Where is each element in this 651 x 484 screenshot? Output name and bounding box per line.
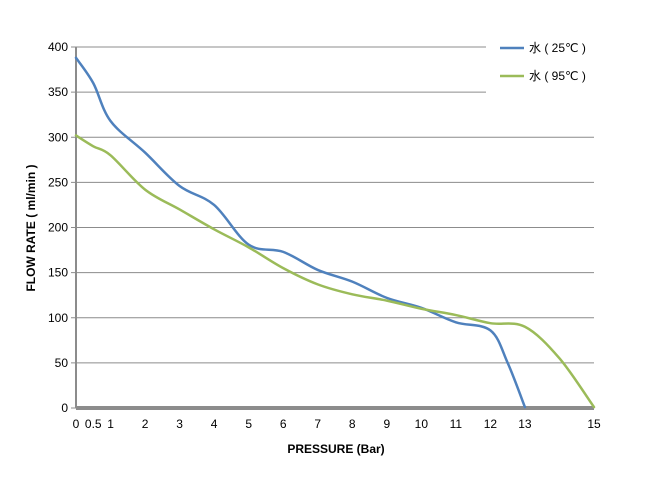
x-tick-label: 5	[245, 417, 252, 431]
x-tick-label: 15	[587, 417, 601, 431]
x-tick-label: 10	[415, 417, 429, 431]
x-tick-label: 2	[142, 417, 149, 431]
x-tick-label: 7	[314, 417, 321, 431]
legend-label-1: 水 ( 25℃ )	[529, 41, 586, 55]
y-tick-label: 0	[61, 401, 68, 415]
y-tick-label: 50	[55, 356, 69, 370]
axes	[71, 46, 594, 410]
legend: 水 ( 25℃ ) 水 ( 95℃ )	[500, 41, 586, 83]
y-tick-label: 400	[48, 40, 68, 54]
gridlines	[76, 46, 594, 364]
y-tick-label: 350	[48, 85, 68, 99]
x-tick-label: 4	[211, 417, 218, 431]
x-axis-title: PRESSURE (Bar)	[287, 442, 384, 456]
y-axis-title: FLOW RATE ( ml/min )	[24, 164, 38, 291]
x-tick-label: 12	[484, 417, 498, 431]
series-line-1	[74, 56, 527, 409]
x-tick-label: 13	[518, 417, 532, 431]
x-tick-label: 1	[107, 417, 114, 431]
x-tick-label: 8	[349, 417, 356, 431]
x-tick-label: 6	[280, 417, 287, 431]
y-tick-label: 300	[48, 130, 68, 144]
y-tick-label: 200	[48, 221, 68, 235]
series-lines	[74, 56, 596, 409]
legend-label-2: 水 ( 95℃ )	[529, 69, 586, 83]
y-tick-label: 150	[48, 266, 68, 280]
y-tick-label: 100	[48, 311, 68, 325]
x-tick-label: 0	[73, 417, 80, 431]
x-tick-label: 0.5	[85, 417, 102, 431]
x-tick-label: 11	[450, 417, 463, 431]
y-tick-label: 250	[48, 175, 68, 189]
x-tick-label: 3	[176, 417, 183, 431]
x-tick-label: 9	[383, 417, 390, 431]
series-line-2	[74, 134, 596, 409]
